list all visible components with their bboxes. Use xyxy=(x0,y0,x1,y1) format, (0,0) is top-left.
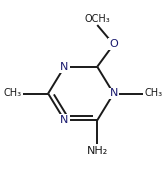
Text: CH₃: CH₃ xyxy=(145,88,163,99)
Text: N: N xyxy=(60,115,69,125)
Text: N: N xyxy=(60,62,69,72)
Text: NH₂: NH₂ xyxy=(87,146,108,156)
Text: O: O xyxy=(109,39,118,49)
Text: N: N xyxy=(109,88,118,99)
Text: CH₃: CH₃ xyxy=(3,88,21,99)
Text: OCH₃: OCH₃ xyxy=(84,13,110,24)
